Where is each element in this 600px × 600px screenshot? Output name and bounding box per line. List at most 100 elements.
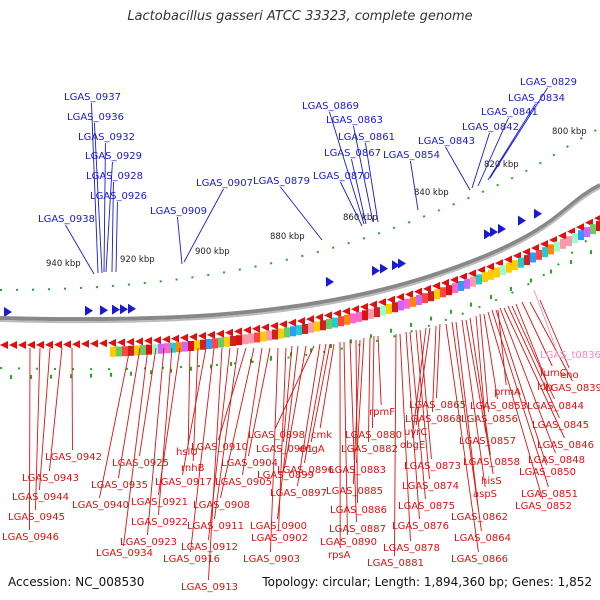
- scale-tick: [210, 364, 212, 369]
- label-leader-line: [270, 347, 279, 553]
- cog-block: [368, 308, 374, 319]
- forward-gene-arrow: [120, 304, 128, 315]
- gene-label-reverse: LGAS_0896: [277, 465, 334, 476]
- reverse-gene-arrow: [351, 305, 359, 314]
- gene-label-reverse: uvrC: [404, 427, 427, 438]
- gene-label-reverse: LGAS_0898: [248, 430, 305, 441]
- label-leader-line: [214, 347, 239, 520]
- gene-label-reverse: LGAS_0878: [383, 543, 440, 554]
- cog-block: [590, 224, 596, 235]
- gene-label-reverse: LGAS_0876: [392, 521, 449, 532]
- gene-label-reverse: LGAS_0890: [320, 537, 377, 548]
- forward-gene-arrow: [484, 229, 492, 240]
- reverse-gene-arrow: [396, 293, 404, 302]
- cog-block: [314, 321, 320, 332]
- forward-gene-arrow: [112, 304, 120, 315]
- reverse-gene-arrow: [504, 255, 512, 264]
- gene-label-reverse: LGAS_0899: [257, 470, 314, 481]
- label-leader-line: [177, 216, 183, 265]
- gene-label-reverse: LGAS_0897: [270, 488, 327, 499]
- gene-label-forward: LGAS_0834: [508, 93, 565, 104]
- label-leader-line: [343, 341, 348, 536]
- gene-label-reverse: LGAS_0852: [515, 501, 572, 512]
- cog-block: [512, 260, 518, 271]
- label-leader-line: [275, 345, 315, 429]
- cog-block: [188, 340, 194, 351]
- cog-block: [146, 344, 152, 355]
- scale-tick: [230, 361, 232, 366]
- gene-label-forward: LGAS_0907: [196, 178, 253, 189]
- cog-block: [152, 344, 158, 355]
- cog-block: [494, 267, 500, 278]
- gene-label-forward: LGAS_0869: [302, 101, 359, 112]
- gene-label-reverse: LGAS_0875: [398, 501, 455, 512]
- label-leader-line: [497, 309, 507, 386]
- reverse-gene-arrow: [99, 339, 107, 348]
- gene-label-reverse: LGAS_0881: [367, 558, 424, 569]
- cog-block: [134, 345, 140, 356]
- cog-block: [416, 295, 422, 306]
- gene-label-reverse: LGAS_0917: [155, 477, 212, 488]
- label-leader-line: [280, 186, 323, 241]
- gene-label-reverse: LGAS_0903: [243, 554, 300, 565]
- label-leader-line: [461, 319, 486, 488]
- label-leader-line: [415, 329, 430, 480]
- cog-block: [194, 340, 200, 351]
- reverse-gene-arrow: [558, 231, 566, 240]
- gene-label-forward: LGAS_0854: [383, 150, 440, 161]
- label-leader-line: [507, 305, 560, 419]
- label-leader-line: [410, 160, 419, 211]
- label-leader-line: [356, 337, 365, 464]
- scale-labels: 800 kbp 820 kbp 840 kbp 860 kbp 880 kbp 900 k…: [46, 127, 587, 269]
- cog-block: [584, 227, 590, 238]
- cog-block: [158, 343, 164, 354]
- gene-label-forward: LGAS_0861: [338, 132, 395, 143]
- reverse-gene-arrow: [270, 321, 278, 330]
- inner-scale-ring: [0, 231, 600, 371]
- reverse-gene-arrow: [243, 326, 251, 335]
- label-leader-line: [499, 307, 556, 454]
- cog-block: [122, 346, 128, 357]
- cog-block: [386, 303, 392, 314]
- reverse-gene-arrow: [108, 338, 116, 347]
- label-leader-line: [242, 347, 263, 476]
- cog-block: [362, 310, 368, 321]
- label-leader-line: [529, 301, 573, 382]
- scale-tick: [150, 370, 152, 375]
- gene-label-forward: LGAS_0937: [64, 92, 121, 103]
- label-leader-line: [469, 317, 491, 456]
- scale-tick: [430, 316, 432, 321]
- gene-label-reverse: LGAS_0866: [451, 554, 508, 565]
- label-leader-line: [283, 345, 293, 443]
- gene-label-reverse: LGAS_0873: [404, 461, 461, 472]
- scale-tick: [190, 366, 192, 371]
- cog-block: [218, 337, 224, 348]
- label-leader-line: [479, 313, 489, 413]
- gene-label-reverse: rnhB: [181, 463, 205, 474]
- gene-label-reverse: aspS: [473, 489, 497, 500]
- gene-label-reverse: LGAS_0887: [329, 524, 386, 535]
- cog-block: [284, 327, 290, 338]
- cog-block: [308, 322, 314, 333]
- label-leader-line: [310, 343, 331, 443]
- cog-block: [518, 257, 524, 268]
- label-leader-line: [105, 161, 113, 273]
- reverse-gene-arrow: [207, 330, 215, 339]
- forward-gene-arrow: [372, 265, 380, 276]
- label-leader-line: [329, 111, 365, 225]
- label-leader-line: [355, 339, 358, 504]
- reverse-gene-arrow: [297, 316, 305, 325]
- reverse-gene-arrow: [63, 340, 71, 349]
- reverse-gene-arrow: [576, 223, 584, 232]
- reverse-gene-arrow: [441, 278, 449, 287]
- label-leader-line: [139, 347, 157, 457]
- gene-label-reverse: LGAS_0868: [405, 414, 462, 425]
- gene-label-reverse: LGAS_0846: [537, 440, 594, 451]
- gene-label-reverse: LGAS_0839: [545, 383, 600, 394]
- label-leader-line: [340, 181, 363, 227]
- gene-label-forward: LGAS_0879: [253, 176, 310, 187]
- reverse-gene-arrow: [378, 298, 386, 307]
- genome-backbone-shadow: [0, 187, 600, 324]
- label-leader-line: [39, 347, 51, 491]
